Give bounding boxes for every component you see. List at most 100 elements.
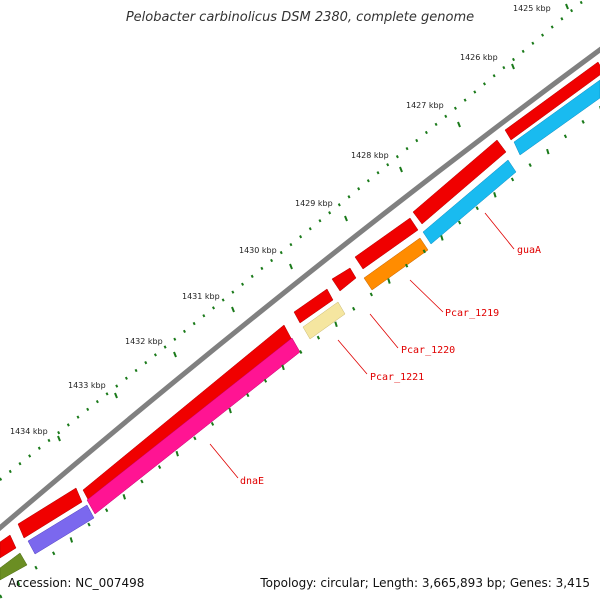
leader-guaA [484,212,515,250]
ruler-minor-tick [192,321,196,326]
track-tick [157,465,162,470]
gene-label-guaA[interactable]: guaA [517,245,541,256]
ruler-minor-tick [231,290,235,294]
gene-label-pcar1220[interactable]: Pcar_1220 [401,345,455,356]
ruler-minor-tick [221,298,225,302]
ruler-minor-tick [173,337,177,341]
ruler-minor-tick [105,392,109,396]
gene-guaA-bar[interactable] [422,159,517,245]
ruler-tick-label: 1432 kbp [125,337,163,346]
ruler-minor-tick [444,114,448,118]
ruler-major-tick [57,435,61,442]
cds-segment[interactable] [17,487,83,539]
track-tick [104,508,109,513]
gene-label-pcar1221[interactable]: Pcar_1221 [370,372,424,383]
track-ticks [0,106,600,599]
ruler-minor-tick [279,250,283,255]
ruler-minor-tick [560,17,564,21]
track-tick [352,306,356,311]
track-tick [369,292,373,297]
track-tick [316,335,321,340]
ruler-minor-tick [579,0,583,5]
ruler-tick-label: 1430 kbp [239,246,277,255]
track-tick [581,119,585,124]
ruler-major-tick [565,3,569,10]
cds-segment[interactable] [504,61,600,141]
ruler-tick-label: 1434 kbp [10,427,48,436]
cds-segment[interactable] [331,267,357,292]
track-tick [387,278,391,284]
ruler-minor-tick [531,41,535,45]
track-tick [16,580,21,586]
cds-segment[interactable] [0,534,17,559]
cds-purple-bar[interactable] [27,504,95,555]
ruler-major-tick [399,166,403,173]
ruler-tick-label: 1429 kbp [295,199,333,208]
ruler-minor-tick [386,163,390,167]
gene-guaA-bar[interactable] [513,79,600,156]
gene-label-dnaE[interactable]: dnaE [240,476,264,487]
track-tick [210,421,215,426]
ruler-minor-tick [270,258,274,263]
leader-pcar1220 [369,313,399,349]
cds-forward-strand [0,61,600,559]
cds-segment[interactable] [354,217,419,270]
ruler-minor-tick [95,399,99,404]
gene-label-pcar1219[interactable]: Pcar_1219 [445,308,499,319]
track-tick [263,378,268,383]
track-tick [299,350,303,354]
track-tick [0,594,3,599]
gene-pcar1219-bar[interactable] [363,237,429,291]
track-tick [546,148,550,155]
cds-olive-bar[interactable] [0,552,28,581]
cds-segment[interactable] [412,139,507,225]
ruler-minor-tick [299,235,303,239]
ruler-minor-tick [502,66,506,70]
ruler-minor-tick [115,384,119,388]
track-tick [510,177,515,182]
ruler-minor-tick [541,33,545,37]
track-tick [87,522,91,527]
ruler-minor-tick [492,74,496,78]
ruler-minor-tick [153,353,157,357]
track-tick [52,551,56,556]
ruler-tick-label: 1427 kbp [406,101,444,110]
ruler-minor-tick [415,138,419,143]
track-tick [422,249,426,254]
ruler-minor-tick [473,90,477,94]
ruler-minor-tick [337,203,341,207]
ruler-tick-label: 1426 kbp [460,53,498,62]
track-tick [457,220,462,225]
ruler-minor-tick [289,242,293,247]
ruler-tick-label: 1431 kbp [182,292,220,301]
ruler-minor-tick [8,469,12,474]
ruler-major-tick [511,63,515,70]
ruler-major-tick [289,263,293,270]
track-tick [528,163,532,167]
ruler-minor-tick [395,155,399,159]
track-tick [563,134,568,139]
ruler-major-tick [114,392,118,399]
track-tick [281,364,285,371]
ruler-labels: 1425 kbp 1426 kbp 1427 kbp 1428 kbp 1429 kbp… [10,4,551,436]
ruler-minor-tick [550,25,554,29]
track-tick [246,393,250,398]
ruler-minor-tick [57,431,61,435]
gene-labels: guaA Pcar_1219 Pcar_1220 Pcar_1221 dnaE [209,212,541,487]
ruler-minor-tick [521,49,525,54]
ruler-minor-tick [0,477,3,481]
ruler-minor-tick [28,454,32,458]
ruler-minor-tick [570,9,574,13]
ruler-minor-tick [463,98,467,102]
ruler-major-tick [457,121,461,128]
cds-reverse-strand [0,79,600,581]
cds-segment[interactable] [293,288,334,324]
gene-pcar1220-bar[interactable] [302,301,346,340]
ruler-minor-tick [163,345,167,349]
track-tick [140,479,144,484]
accession-text: Accession: NC_007498 [8,576,145,590]
track-tick [193,436,197,441]
track-tick [228,407,232,414]
genome-summary-text: Topology: circular; Length: 3,665,893 bp… [260,576,590,590]
track-tick [404,263,409,268]
